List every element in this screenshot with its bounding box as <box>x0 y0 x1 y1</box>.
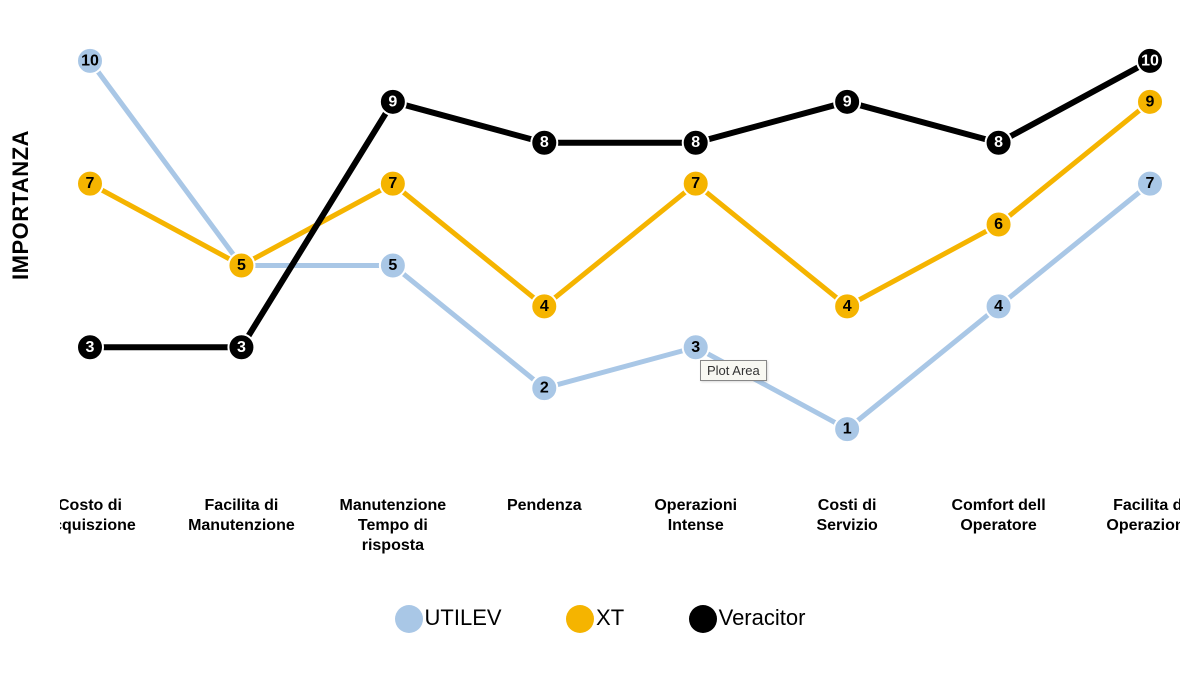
plot-area-tooltip: Plot Area <box>700 360 767 381</box>
data-point-label: 7 <box>388 175 397 192</box>
x-axis-tick-label: Facilita di <box>205 497 279 514</box>
data-point-label: 8 <box>691 134 700 151</box>
x-axis-tick-label: Costo di <box>60 497 122 514</box>
data-point-label: 5 <box>388 257 397 274</box>
y-axis-label: IMPORTANZA <box>8 130 34 280</box>
legend-label-veracitor: Veracitor <box>719 605 806 630</box>
data-point-label: 9 <box>1146 93 1155 110</box>
x-axis-tick-label: Manutenzione <box>188 517 295 534</box>
legend-item-utilev: UTILEV <box>395 605 502 633</box>
data-point-label: 8 <box>994 134 1003 151</box>
data-point-label: 10 <box>81 52 99 69</box>
legend-item-veracitor: Veracitor <box>689 605 806 633</box>
x-axis-tick-label: Operatore <box>960 517 1037 534</box>
x-axis-tick-label: risposta <box>362 537 424 554</box>
data-point-label: 6 <box>994 216 1003 233</box>
x-axis-tick-label: Pendenza <box>507 497 582 514</box>
data-point-label: 5 <box>237 257 246 274</box>
data-point-label: 3 <box>86 339 95 356</box>
data-point-label: 10 <box>1141 52 1159 69</box>
chart-plot-area: 10552314775747469339889810Costo diacquis… <box>60 10 1180 570</box>
data-point-label: 1 <box>843 421 852 438</box>
data-point-label: 7 <box>1146 175 1155 192</box>
data-point-label: 3 <box>237 339 246 356</box>
data-point-label: 7 <box>691 175 700 192</box>
data-point-label: 4 <box>843 298 852 315</box>
x-axis-tick-label: Manutenzione <box>340 497 447 514</box>
data-point-label: 2 <box>540 380 549 397</box>
legend: UTILEV XT Veracitor <box>0 605 1200 633</box>
x-axis-tick-label: Comfort dell <box>951 497 1045 514</box>
x-axis-tick-label: Operazione <box>1106 517 1180 534</box>
legend-dot-utilev <box>395 605 423 633</box>
data-point-label: 4 <box>994 298 1003 315</box>
x-axis-tick-label: Operazioni <box>654 497 737 514</box>
chart-container: IMPORTANZA 10552314775747469339889810Cos… <box>0 0 1200 675</box>
data-point-label: 9 <box>388 93 397 110</box>
data-point-label: 3 <box>691 339 700 356</box>
legend-label-xt: XT <box>596 605 624 630</box>
legend-dot-veracitor <box>689 605 717 633</box>
data-point-label: 4 <box>540 298 549 315</box>
x-axis-tick-label: Facilita di <box>1113 497 1180 514</box>
legend-dot-xt <box>566 605 594 633</box>
x-axis-tick-label: acquiszione <box>60 517 136 534</box>
x-axis-tick-label: Servizio <box>816 517 878 534</box>
data-point-label: 9 <box>843 93 852 110</box>
data-point-label: 7 <box>86 175 95 192</box>
x-axis-tick-label: Intense <box>668 517 724 534</box>
x-axis-tick-label: Costi di <box>818 497 877 514</box>
legend-item-xt: XT <box>566 605 624 633</box>
data-point-label: 8 <box>540 134 549 151</box>
x-axis-tick-label: Tempo di <box>358 517 428 534</box>
legend-label-utilev: UTILEV <box>425 605 502 630</box>
